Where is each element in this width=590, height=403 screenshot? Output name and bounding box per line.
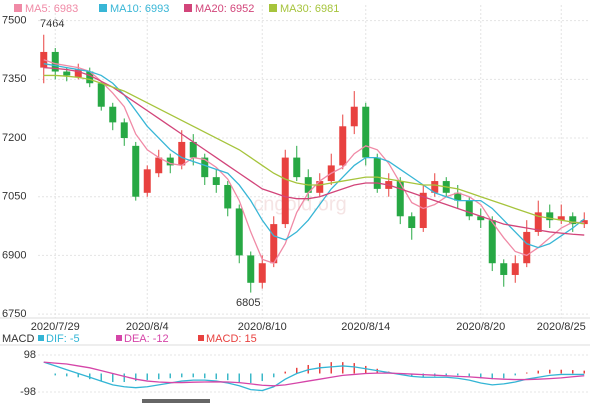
candle-body	[74, 69, 82, 78]
legend-label: DIF: -5	[46, 333, 80, 345]
legend-swatch	[14, 4, 22, 12]
x-tick-label: 2020/8/20	[456, 321, 505, 333]
macd-tick-label: 98	[24, 349, 36, 361]
legend-label: MACD: 15	[206, 333, 257, 345]
candle-body	[557, 216, 565, 221]
candle-body	[350, 106, 358, 127]
candle-body	[339, 126, 347, 166]
candle-body	[454, 192, 462, 201]
x-tick-label: 2020/8/10	[238, 321, 287, 333]
candle-body	[270, 224, 278, 264]
candle-body	[500, 263, 508, 275]
candle-body	[109, 106, 117, 123]
legend-label: MA5: 6983	[25, 3, 78, 15]
y-tick-label: 6900	[2, 249, 26, 261]
candle-body	[189, 141, 197, 158]
x-tick-label: 2020/7/29	[31, 321, 80, 333]
legend-swatch	[99, 4, 107, 12]
candle-body	[247, 255, 255, 283]
candle-body	[86, 71, 94, 84]
candle-body	[178, 141, 186, 166]
legend-label: MA30: 6981	[280, 3, 339, 15]
legend-label: MA20: 6952	[195, 3, 254, 15]
candle-body	[511, 263, 519, 275]
macd-tick-label: -98	[20, 386, 36, 398]
legend-label: MA10: 6993	[110, 3, 169, 15]
candle-body	[224, 184, 232, 209]
candle-body	[51, 51, 59, 72]
low-annotation: 6805	[236, 297, 260, 309]
candle-body	[63, 71, 71, 76]
candle-body	[477, 216, 485, 221]
candle-body	[293, 157, 301, 178]
candle-body	[120, 122, 128, 139]
x-tick-label: 2020/8/4	[126, 321, 169, 333]
candle-body	[362, 106, 370, 158]
candle-body	[419, 192, 427, 229]
candle-body	[132, 145, 140, 197]
macd-title: MACD	[2, 333, 34, 345]
macd-line	[43, 361, 585, 392]
candle-body	[316, 181, 324, 193]
legend-swatch	[116, 335, 122, 341]
ma-line	[43, 59, 585, 265]
y-tick-label: 6750	[2, 308, 26, 320]
legend-label: DEA: -12	[124, 333, 169, 345]
x-tick-label: 2020/8/14	[341, 321, 390, 333]
y-tick-label: 7350	[2, 73, 26, 85]
x-tick-label: 2020/8/25	[537, 321, 586, 333]
candle-body	[373, 157, 381, 189]
ma-line	[43, 74, 585, 225]
candle-body	[431, 181, 439, 193]
candle-body	[155, 157, 163, 174]
candle-body	[212, 177, 220, 185]
y-tick-label: 7050	[2, 191, 26, 203]
candle-body	[166, 157, 174, 166]
legend-swatch	[269, 4, 277, 12]
y-tick-label: 7500	[2, 15, 26, 27]
candle-body	[580, 220, 588, 225]
candle-body	[546, 212, 554, 221]
candle-body	[569, 216, 577, 225]
legend-swatch	[38, 335, 44, 341]
candle-body	[488, 220, 496, 264]
scrollbar[interactable]	[142, 399, 210, 403]
high-annotation: 7464	[40, 18, 64, 30]
candle-body	[258, 263, 266, 283]
candle-body	[534, 212, 542, 232]
candle-body	[396, 181, 404, 217]
candle-body	[143, 169, 151, 193]
macd-line	[43, 361, 585, 387]
candle-body	[523, 231, 531, 264]
candle-body	[408, 216, 416, 229]
ma-line	[43, 66, 585, 236]
candle-body	[465, 200, 473, 217]
ma-line	[43, 63, 585, 249]
candle-body	[201, 157, 209, 178]
y-tick-label: 7200	[2, 132, 26, 144]
candle-body	[97, 83, 105, 107]
candle-body	[281, 157, 289, 225]
candle-body	[235, 208, 243, 256]
legend-swatch	[184, 4, 192, 12]
legend-swatch	[198, 335, 204, 341]
